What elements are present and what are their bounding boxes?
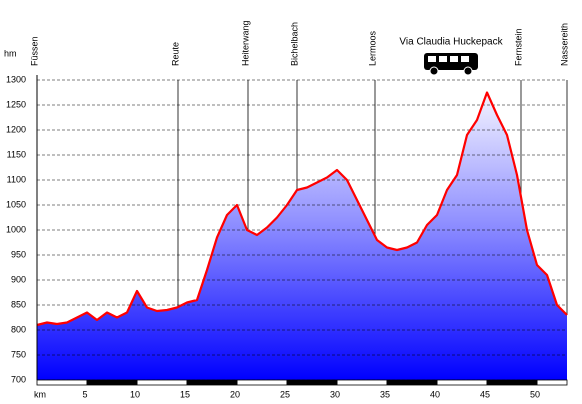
x-tick-label: 35: [380, 389, 390, 399]
y-unit: hm: [4, 48, 17, 58]
y-tick-label: 1000: [6, 224, 26, 234]
place-label: Heiterwang: [240, 20, 250, 66]
x-axis-segment: [287, 380, 337, 385]
x-tick-label: 45: [480, 389, 490, 399]
x-axis-segment: [387, 380, 437, 385]
place-label: Nassereith: [559, 23, 569, 66]
x-tick-label: 20: [230, 389, 240, 399]
place-label: Füssen: [29, 36, 39, 66]
y-tick-label: 900: [11, 274, 26, 284]
y-tick-label: 800: [11, 324, 26, 334]
y-tick-label: 700: [11, 374, 26, 384]
y-tick-label: 1050: [6, 199, 26, 209]
x-axis-segment: [187, 380, 237, 385]
bus-icon: [424, 53, 478, 76]
annotation: Via Claudia Huckepack: [399, 37, 503, 48]
x-tick-label: 50: [530, 389, 540, 399]
place-label: Lermoos: [367, 30, 377, 66]
y-tick-label: 1150: [7, 149, 26, 159]
x-tick-label: 25: [280, 389, 290, 399]
x-tick-label: 40: [430, 389, 440, 399]
x-axis-segment: [487, 380, 537, 385]
y-tick-label: 1300: [6, 74, 26, 84]
y-tick-label: 1100: [7, 174, 26, 184]
place-label: Reute: [170, 42, 180, 66]
y-tick-label: 950: [11, 249, 26, 259]
x-tick-label: 15: [180, 389, 190, 399]
area: [37, 92, 567, 380]
x-tick-label: 10: [130, 389, 140, 399]
y-tick-label: 1250: [6, 99, 26, 109]
place-label: Fernstein: [513, 28, 523, 66]
place-label: Bichelbach: [289, 22, 299, 66]
x-axis-segment: [87, 380, 137, 385]
y-tick-label: 1200: [6, 124, 26, 134]
y-tick-label: 850: [11, 299, 26, 309]
y-tick-label: 750: [11, 349, 26, 359]
profile-line: [36, 91, 568, 327]
x-tick-label: 30: [330, 389, 340, 399]
x-tick-label: 5: [82, 389, 87, 399]
x-unit: km: [34, 389, 46, 399]
